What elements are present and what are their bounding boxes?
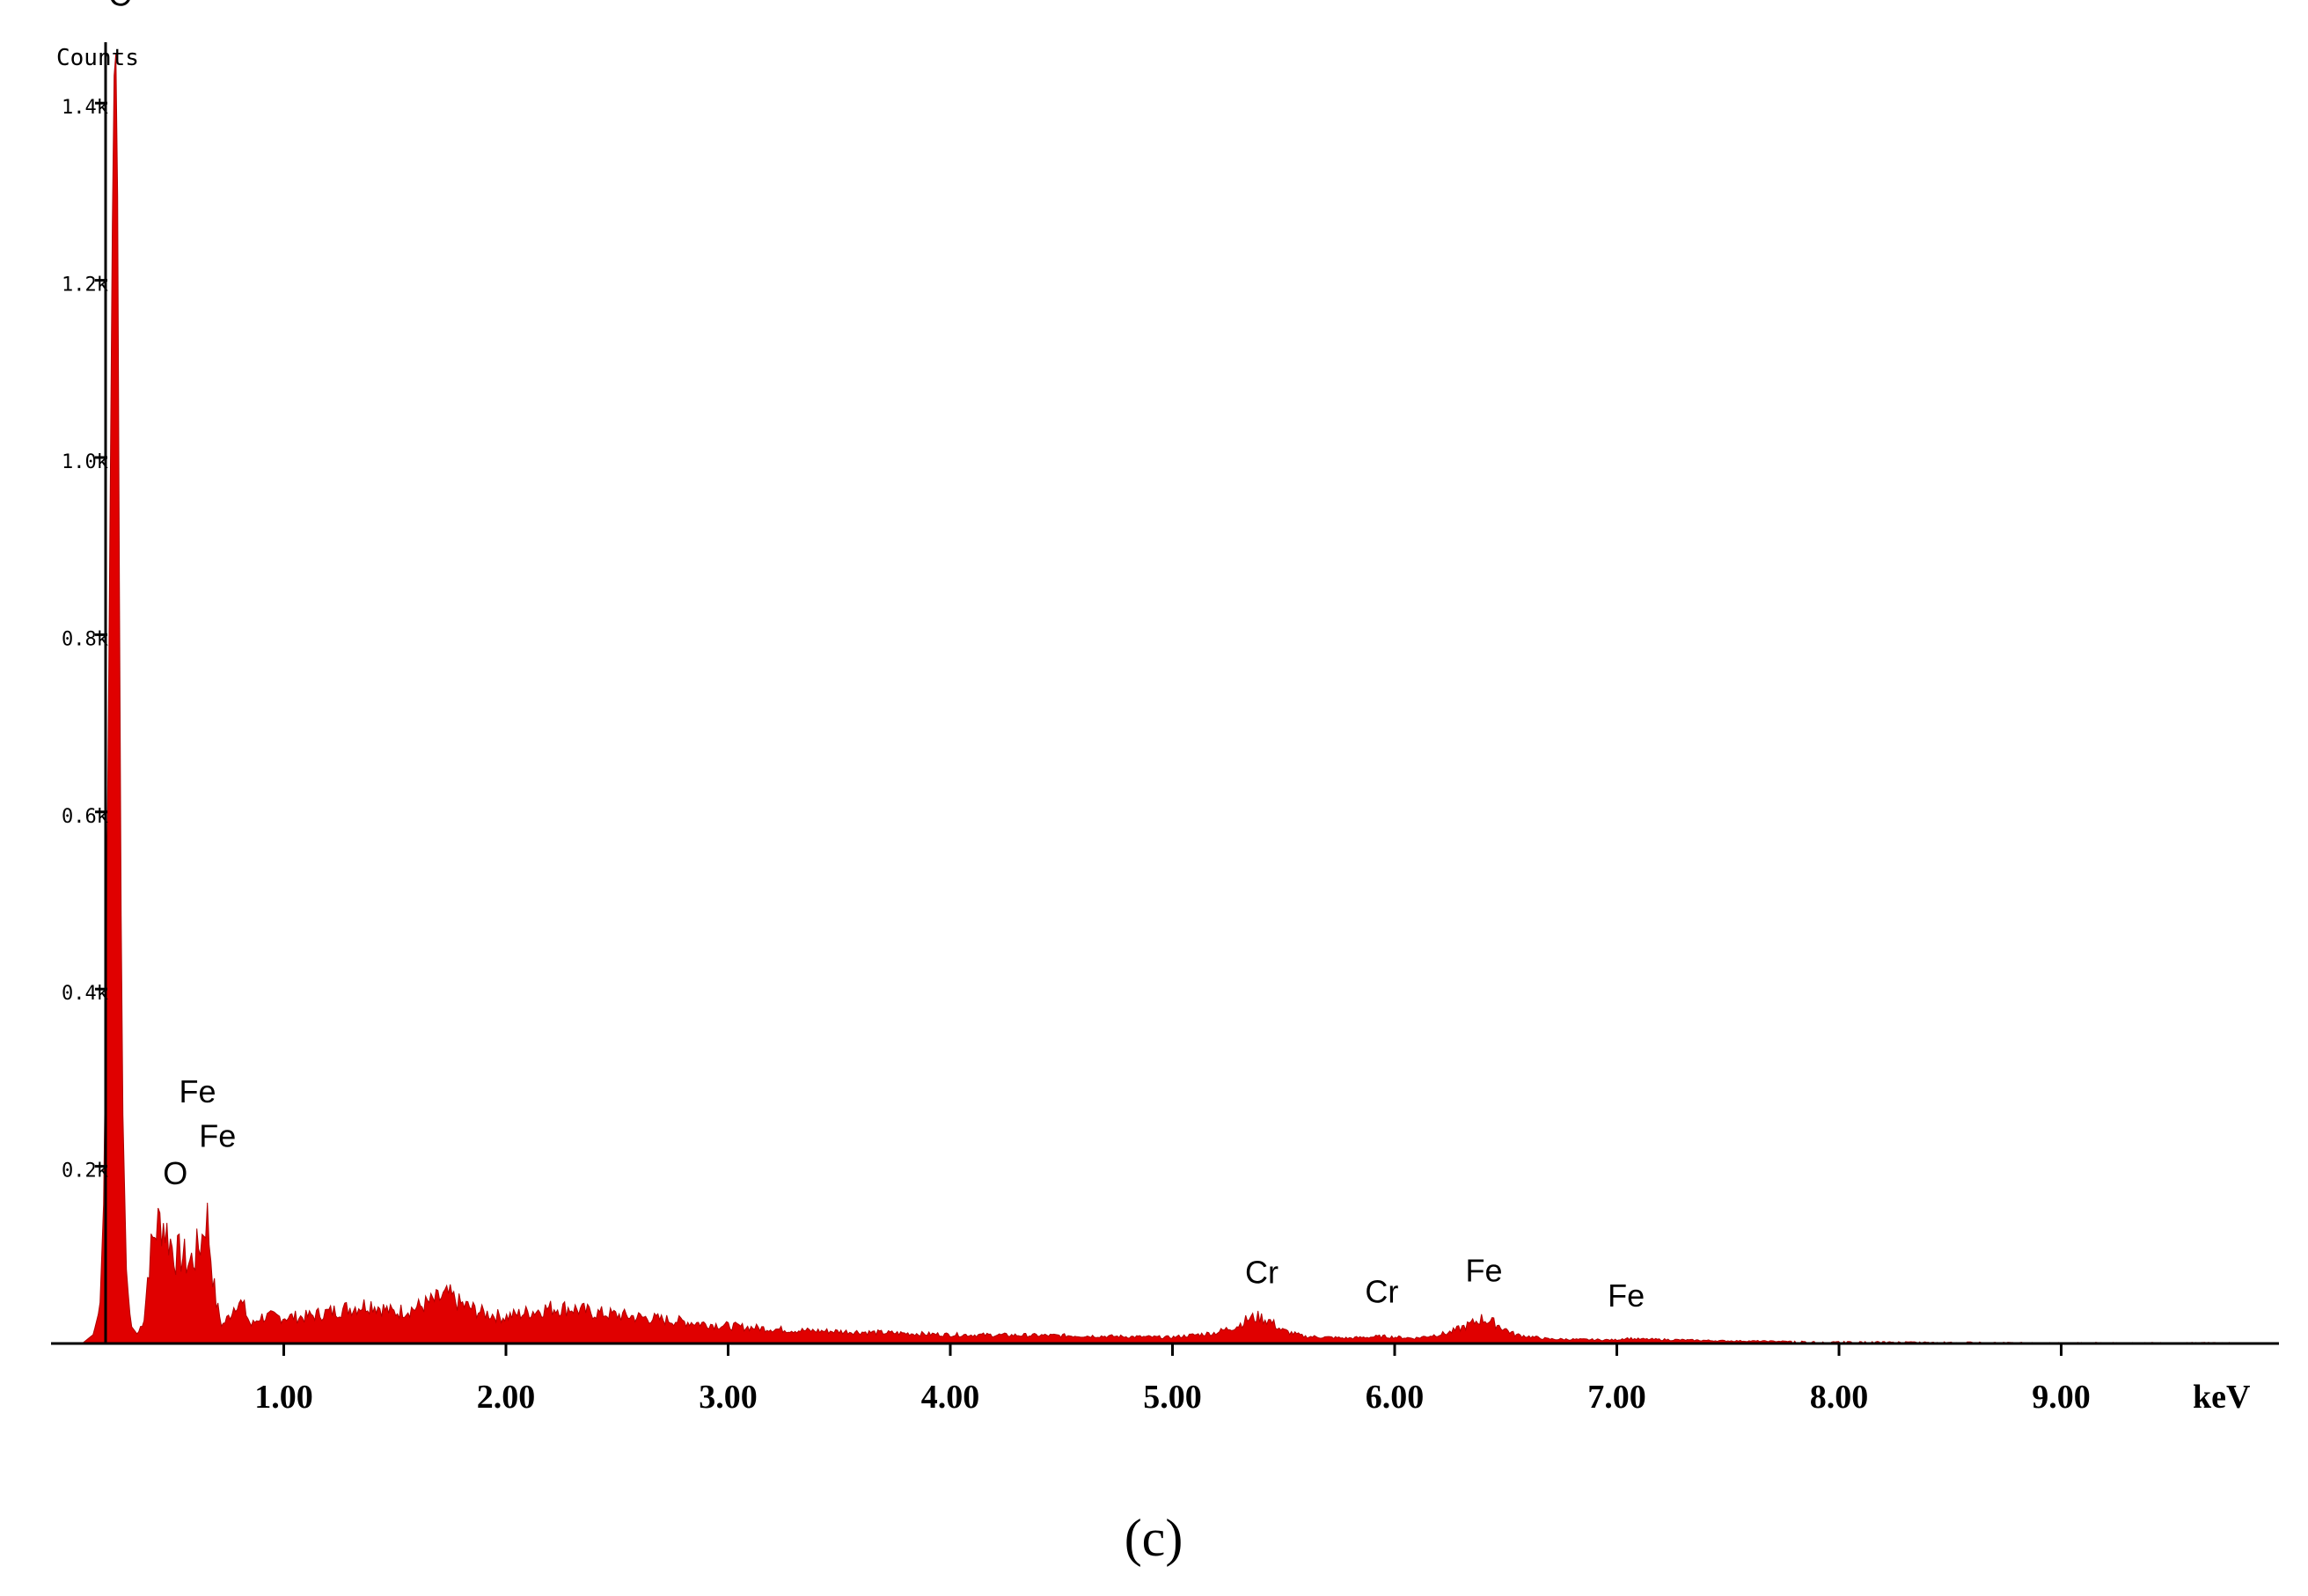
peak-label: O [163,1155,187,1191]
peak-label: Cr [1365,1274,1398,1310]
y-axis-ticks: 0.2k 0.4k 0.6k 0.8k 1.0k 1.2k 1.4k [62,97,108,1182]
x-axis-unit: keV [2193,1379,2251,1416]
y-tick-label: 1.0k [62,451,108,473]
figure-caption: (c) [1125,1509,1183,1567]
y-tick-label: 0.6k [62,806,108,828]
y-tick-label: 1.2k [62,275,108,297]
peak-labels: C O Fe Fe Cr Cr Fe Fe [108,0,1645,1314]
x-tick-label: 7.00 [1587,1379,1646,1416]
x-tick-label: 8.00 [1810,1379,1869,1416]
peak-label: Fe [180,1073,216,1109]
x-axis-ticks: 1.00 2.00 3.00 4.00 5.00 6.00 7.00 8.00 9.00 [254,1343,2091,1416]
x-tick-label: 2.00 [477,1379,536,1416]
x-tick-label: 3.00 [699,1379,758,1416]
y-tick-label: 1.4k [62,97,108,119]
peak-label: C [108,0,131,13]
peak-label: Cr [1245,1255,1279,1291]
peak-label: Fe [199,1118,236,1154]
y-axis-label: Counts [56,45,139,71]
y-tick-label: 0.8k [62,628,108,650]
plot-area [51,42,2279,1345]
spectrum-area [75,53,2238,1344]
x-tick-label: 5.00 [1143,1379,1202,1416]
x-tick-label: 9.00 [2032,1379,2091,1416]
y-tick-label: 0.2k [62,1160,108,1182]
peak-label: Fe [1608,1278,1645,1314]
x-tick-label: 1.00 [254,1379,313,1416]
peak-label: Fe [1466,1253,1503,1289]
y-tick-label: 0.4k [62,983,108,1005]
x-tick-label: 4.00 [921,1379,980,1416]
x-tick-label: 6.00 [1366,1379,1425,1416]
